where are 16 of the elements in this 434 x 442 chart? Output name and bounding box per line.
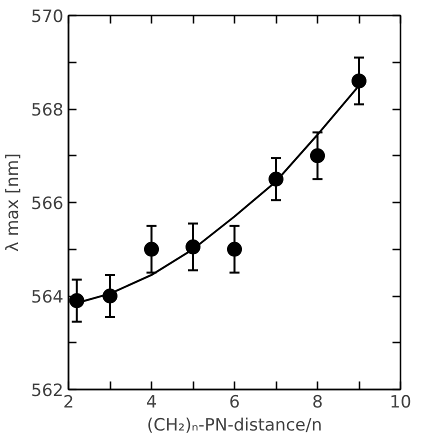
y-tick-label: 562 <box>31 381 64 401</box>
y-tick-label: 568 <box>31 100 64 120</box>
y-tick-label: 570 <box>31 7 64 27</box>
y-tick-label: 566 <box>31 194 64 214</box>
x-tick-label: 8 <box>312 392 323 412</box>
x-tick-label: 6 <box>229 392 240 412</box>
y-axis-title: λ max [nm] <box>3 153 24 252</box>
point <box>310 148 325 164</box>
x-axis-title: (CH₂)ₙ-PN-distance/n <box>146 416 322 436</box>
point <box>144 242 159 257</box>
point <box>227 242 242 257</box>
x-tick-label: 4 <box>146 392 157 412</box>
point <box>352 73 366 88</box>
x-tick-label: 10 <box>390 392 412 412</box>
y-tick-label: 564 <box>31 288 64 308</box>
x-tick-label: 2 <box>63 392 74 412</box>
